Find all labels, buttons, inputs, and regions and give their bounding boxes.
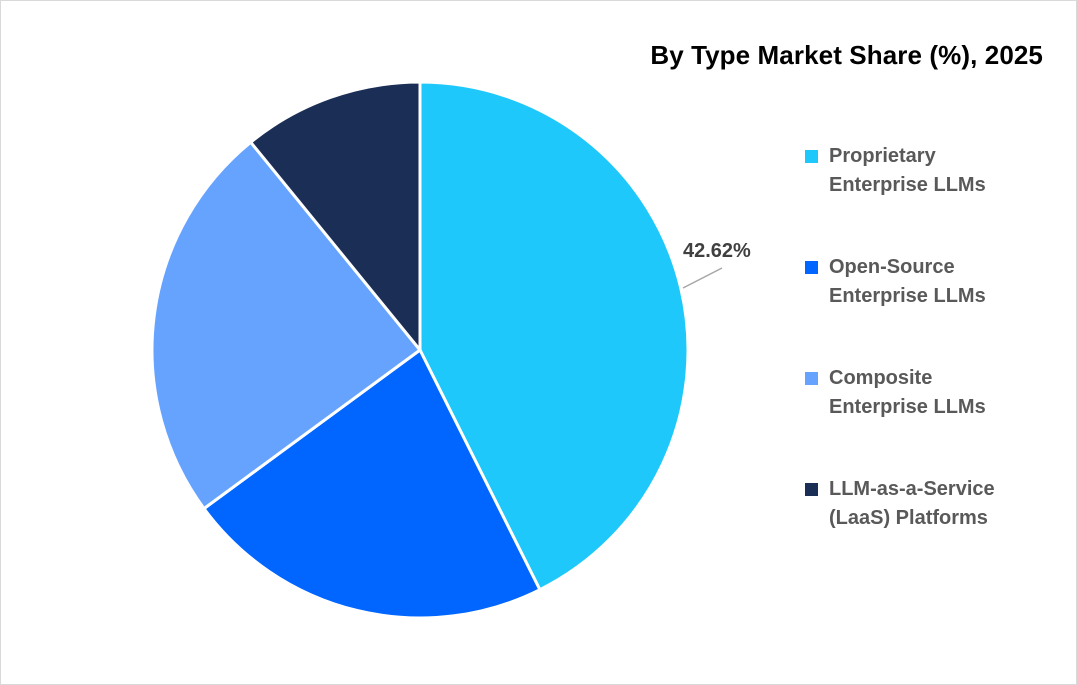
leader-line [682, 267, 723, 289]
legend-swatch [805, 483, 818, 496]
pie-slice-0 [418, 80, 690, 592]
legend-label: Open-Source Enterprise LLMs [829, 256, 986, 307]
data-label-proprietary: 42.62% [683, 240, 751, 262]
legend-swatch [805, 372, 818, 385]
pie-slice-3 [248, 80, 422, 355]
legend-label: Composite Enterprise LLMs [829, 367, 986, 418]
legend-label: LLM-as-a-Service (LaaS) Platforms [829, 478, 995, 529]
pie-slice-1 [201, 347, 542, 620]
pie-slices [150, 80, 690, 620]
pie-slice-2 [150, 140, 423, 511]
chart-title: By Type Market Share (%), 2025 [650, 40, 1043, 70]
legend-label: Proprietary Enterprise LLMs [829, 145, 986, 196]
legend-swatch [805, 261, 818, 274]
legend-swatch [805, 150, 818, 163]
